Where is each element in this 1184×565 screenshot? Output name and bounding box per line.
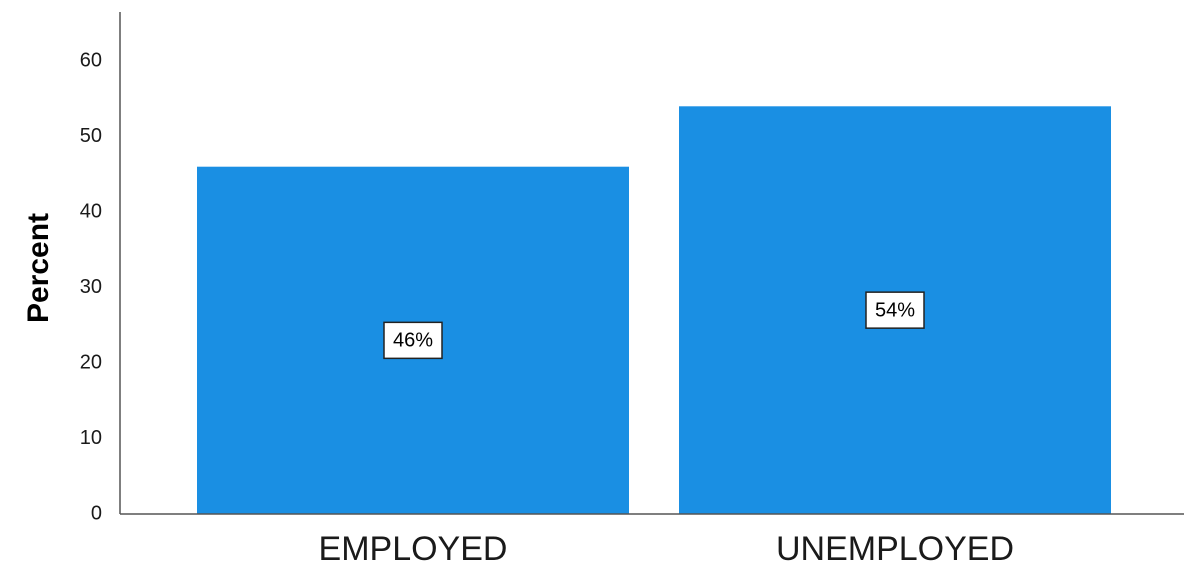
data-labels: 46% 54%: [383, 291, 925, 360]
x-axis-categories: EMPLOYED UNEMPLOYED: [319, 530, 1015, 565]
y-tick-label: 30: [80, 276, 102, 298]
y-tick-label: 20: [80, 351, 102, 373]
data-label-box: [865, 291, 925, 329]
y-tick-label: 40: [80, 200, 102, 222]
y-axis-ticks: 0 10 20 30 40 50 60: [80, 49, 102, 524]
y-tick-label: 60: [80, 49, 102, 71]
x-category-label: EMPLOYED: [319, 530, 508, 565]
y-tick-label: 10: [80, 427, 102, 449]
data-label: 46%: [393, 330, 433, 352]
data-label: 54%: [875, 299, 915, 321]
y-axis-title: Percent: [22, 213, 55, 323]
data-label-box: [383, 321, 443, 360]
y-tick-label: 50: [80, 125, 102, 147]
bars: [197, 106, 1111, 515]
y-tick-label: 0: [91, 502, 102, 524]
x-category-label: UNEMPLOYED: [776, 530, 1014, 565]
